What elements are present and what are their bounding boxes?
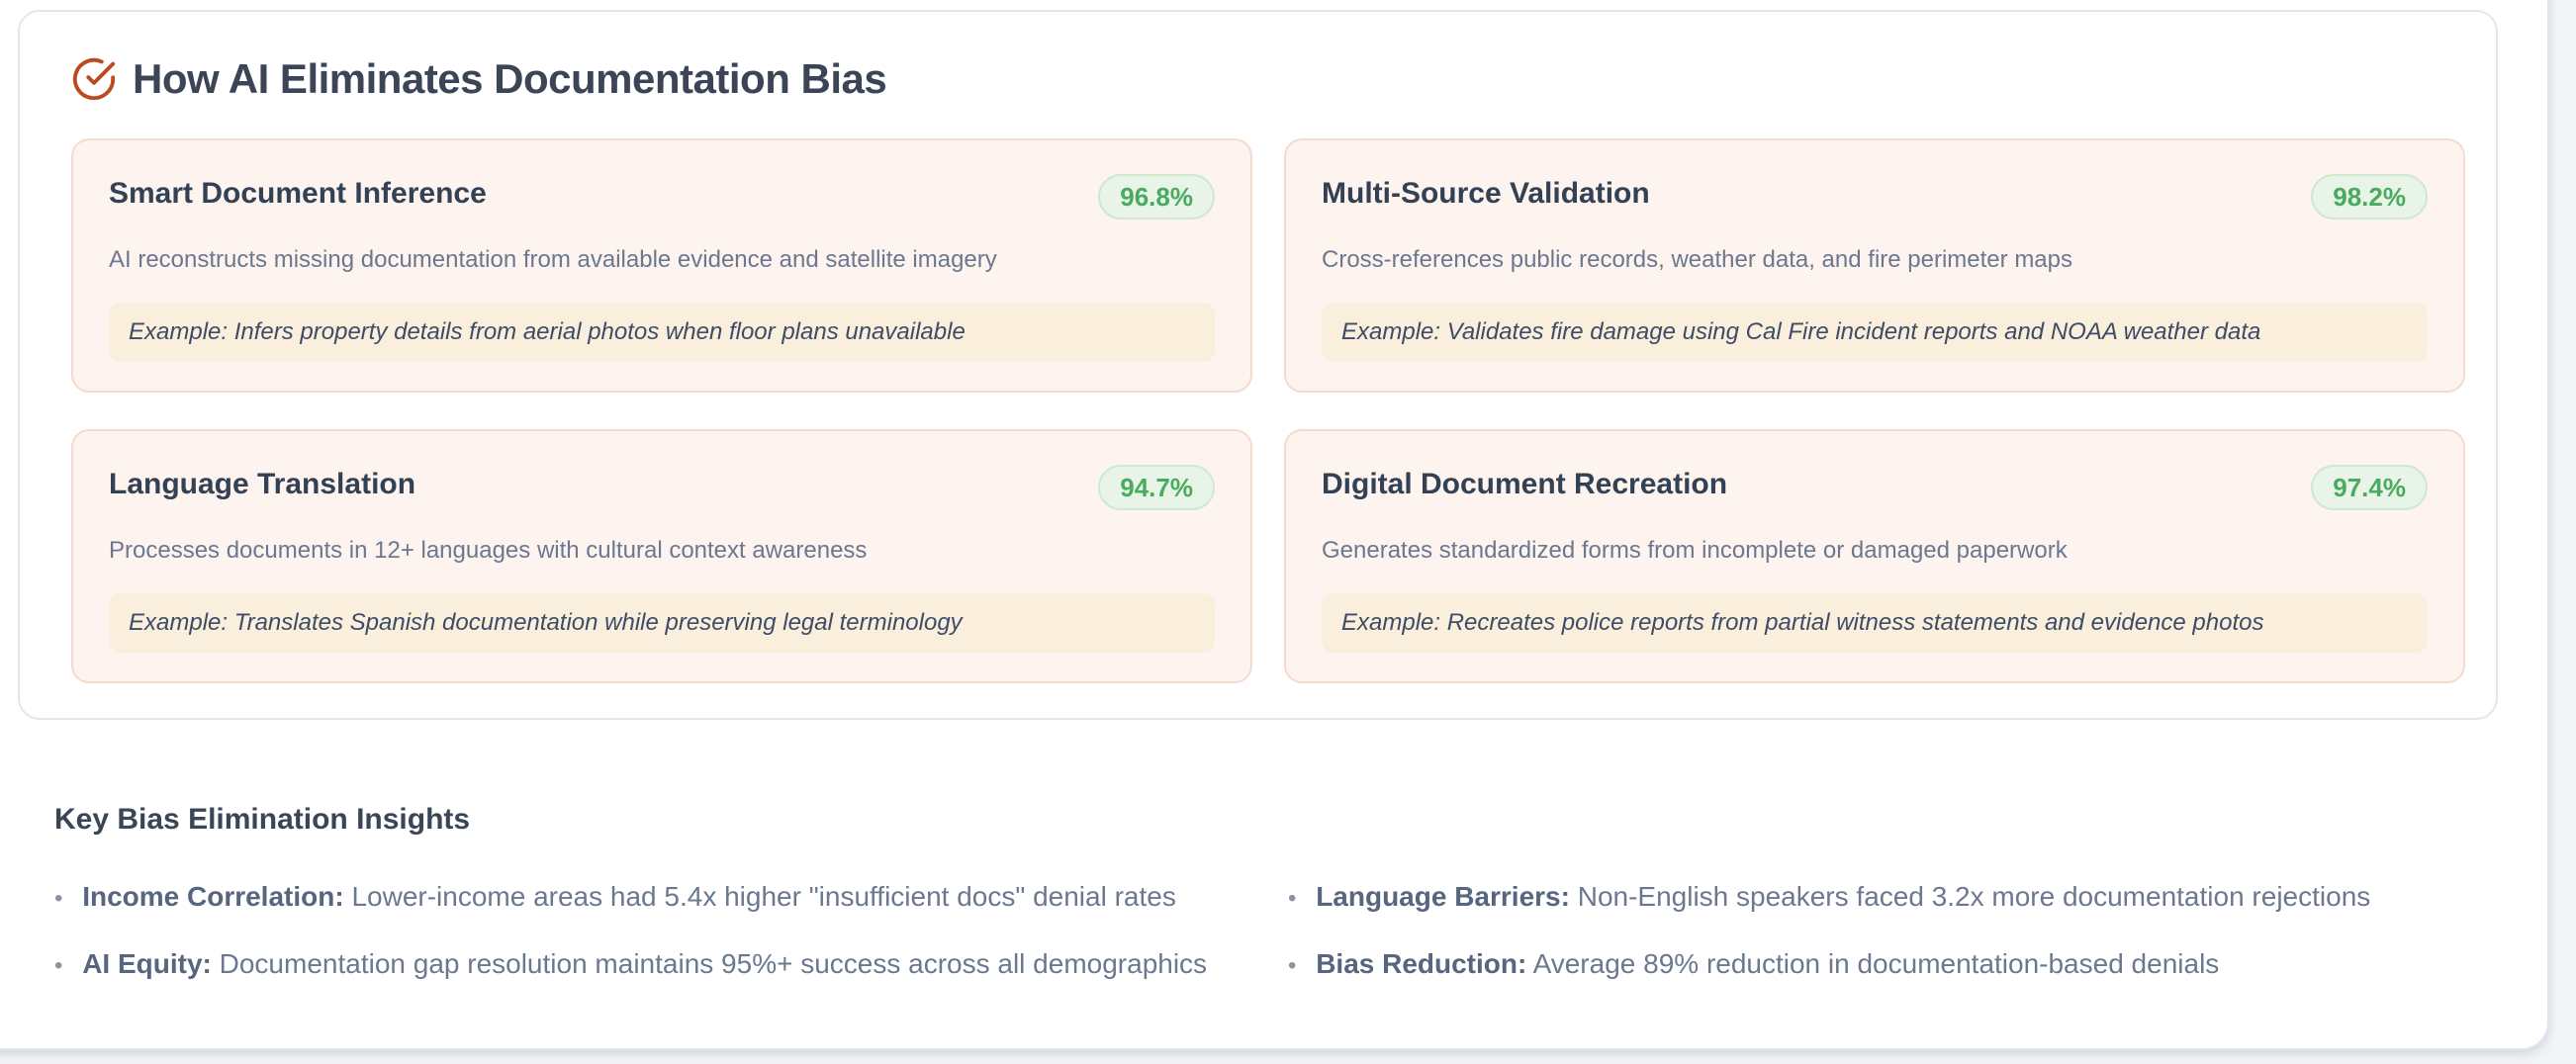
insights-title: Key Bias Elimination Insights (54, 803, 471, 836)
insight-item-ai-equity: AI Equity: Documentation gap resolution … (54, 947, 1288, 983)
card-head: Multi-Source Validation 98.2% (1322, 174, 2428, 220)
capability-card-digital-document-recreation: Digital Document Recreation 97.4% Genera… (1284, 429, 2465, 683)
section-title: How AI Eliminates Documentation Bias (133, 55, 887, 102)
insight-label: Language Barriers: (1316, 881, 1570, 912)
documentation-bias-section: How AI Eliminates Documentation Bias Sma… (18, 10, 2498, 720)
capability-description: Generates standardized forms from incomp… (1322, 537, 2068, 564)
capability-title: Smart Document Inference (109, 177, 487, 210)
capability-example: Example: Translates Spanish documentatio… (109, 593, 1215, 653)
insight-item-language-barriers: Language Barriers: Non-English speakers … (1288, 880, 2488, 916)
capability-description: AI reconstructs missing documentation fr… (109, 246, 997, 273)
capability-example: Example: Recreates police reports from p… (1322, 593, 2428, 653)
insight-text: Lower-income areas had 5.4x higher "insu… (351, 881, 1176, 912)
insights-grid: Income Correlation: Lower-income areas h… (54, 880, 2488, 983)
insights-section: Key Bias Elimination Insights Income Cor… (54, 801, 2488, 983)
card-head: Language Translation 94.7% (109, 465, 1215, 510)
accuracy-badge: 98.2% (2311, 174, 2428, 220)
section-header: How AI Eliminates Documentation Bias (71, 51, 887, 107)
card-head: Digital Document Recreation 97.4% (1322, 465, 2428, 510)
capability-example: Example: Validates fire damage using Cal… (1322, 303, 2428, 362)
capability-card-language-translation: Language Translation 94.7% Processes doc… (71, 429, 1252, 683)
insight-label: AI Equity: (82, 948, 212, 979)
capability-title: Language Translation (109, 468, 416, 500)
accuracy-badge: 97.4% (2311, 465, 2428, 510)
capability-cards-grid: Smart Document Inference 96.8% AI recons… (71, 138, 2465, 683)
insight-item-bias-reduction: Bias Reduction: Average 89% reduction in… (1288, 947, 2488, 983)
capability-card-multi-source-validation: Multi-Source Validation 98.2% Cross-refe… (1284, 138, 2465, 393)
accuracy-badge: 94.7% (1098, 465, 1215, 510)
capability-title: Digital Document Recreation (1322, 468, 1728, 500)
capability-title: Multi-Source Validation (1322, 177, 1650, 210)
insight-text: Non-English speakers faced 3.2x more doc… (1577, 881, 2371, 912)
insight-label: Bias Reduction: (1316, 948, 1527, 979)
check-circle-icon (71, 56, 117, 102)
insight-text: Average 89% reduction in documentation-b… (1532, 948, 2220, 979)
capability-description: Processes documents in 12+ languages wit… (109, 537, 868, 564)
accuracy-badge: 96.8% (1098, 174, 1215, 220)
insight-label: Income Correlation: (82, 881, 344, 912)
capability-example: Example: Infers property details from ae… (109, 303, 1215, 362)
insight-text: Documentation gap resolution maintains 9… (219, 948, 1208, 979)
insight-item-income-correlation: Income Correlation: Lower-income areas h… (54, 880, 1288, 916)
card-head: Smart Document Inference 96.8% (109, 174, 1215, 220)
capability-card-smart-document-inference: Smart Document Inference 96.8% AI recons… (71, 138, 1252, 393)
capability-description: Cross-references public records, weather… (1322, 246, 2072, 273)
